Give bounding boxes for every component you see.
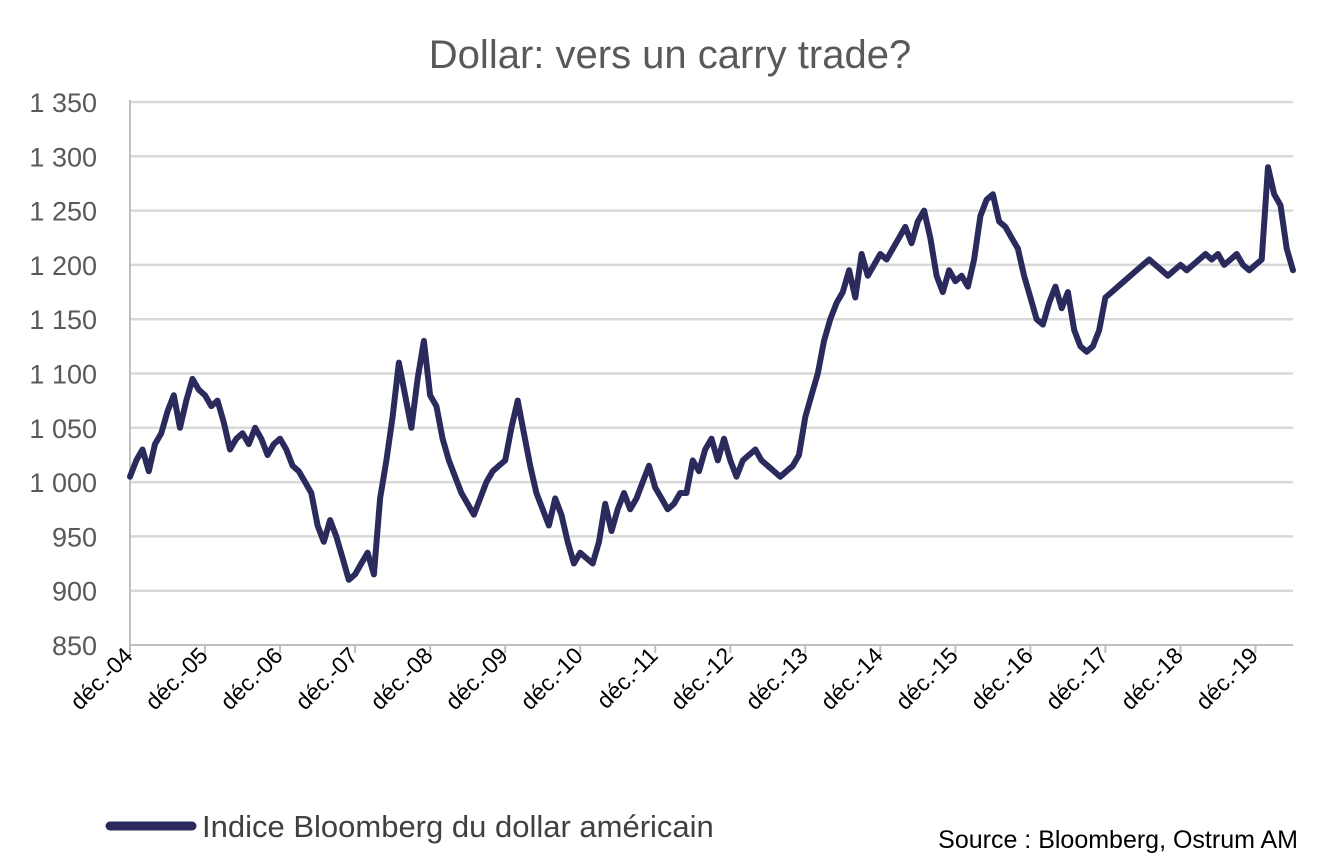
x-tick-label: déc.-10 <box>515 642 588 715</box>
x-axis-ticks: déc.-04 déc.-05 déc.-06 déc.-07 déc.-08 déc.-… <box>65 642 1263 715</box>
x-tick-label: déc.-15 <box>890 642 963 715</box>
x-tick-label: déc.-09 <box>440 642 513 715</box>
x-tick-label: déc.-05 <box>140 642 213 715</box>
y-tick-label: 1 350 <box>29 88 97 118</box>
x-tick-label: déc.-08 <box>365 642 438 715</box>
chart-title: Dollar: vers un carry trade? <box>429 33 911 77</box>
y-tick-label: 1 150 <box>29 305 97 335</box>
series-line <box>127 164 1296 583</box>
y-tick-label: 1 300 <box>29 142 97 172</box>
y-tick-label: 1 200 <box>29 251 97 281</box>
x-tick-label: déc.-18 <box>1115 642 1188 715</box>
gridlines <box>129 100 1293 653</box>
y-axis-ticks: 850 900 950 1 000 1 050 1 100 1 150 1 200 1 250 1… <box>29 88 97 661</box>
x-tick-label: déc.-11 <box>591 642 662 713</box>
x-tick-label: déc.-07 <box>290 642 363 715</box>
legend-label: Indice Bloomberg du dollar américain <box>202 809 714 844</box>
y-tick-label: 900 <box>52 577 97 607</box>
x-tick-label: déc.-13 <box>740 642 813 715</box>
y-tick-label: 1 050 <box>29 414 97 444</box>
x-tick-label: déc.-14 <box>815 642 888 715</box>
y-tick-label: 1 100 <box>29 360 97 390</box>
x-tick-label: déc.-06 <box>215 642 288 715</box>
x-tick-label: déc.-17 <box>1040 642 1113 715</box>
y-tick-label: 950 <box>52 522 97 552</box>
y-tick-label: 1 250 <box>29 197 97 227</box>
y-tick-label: 1 000 <box>29 468 97 498</box>
x-tick-label: déc.-12 <box>665 642 738 715</box>
x-tick-label: déc.-19 <box>1190 642 1263 715</box>
legend: Indice Bloomberg du dollar américain <box>105 809 714 844</box>
series-group <box>127 164 1296 583</box>
source-note: Source : Bloomberg, Ostrum AM <box>938 826 1298 854</box>
x-tick-label: déc.-16 <box>965 642 1038 715</box>
y-tick-label: 850 <box>52 631 97 661</box>
